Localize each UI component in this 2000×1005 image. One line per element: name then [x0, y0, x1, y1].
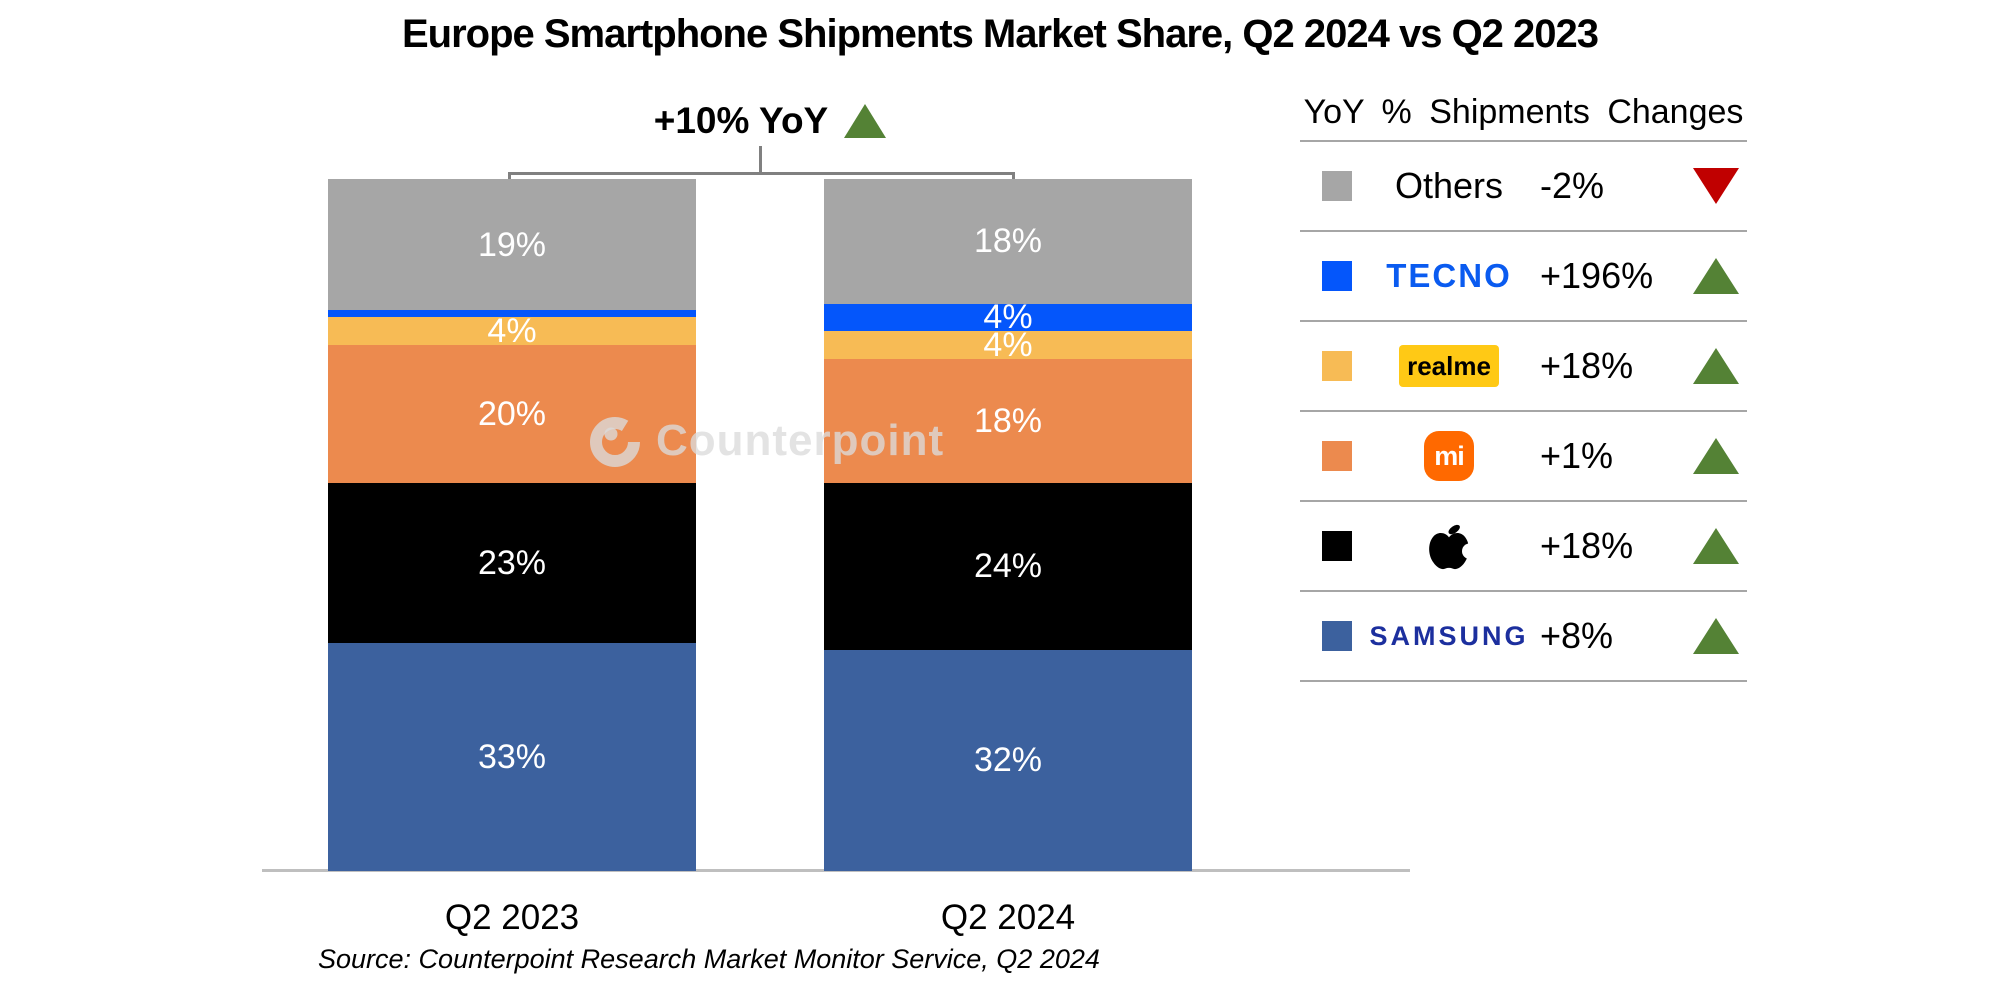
others-label: Others [1394, 165, 1504, 206]
legend-swatch-samsung [1322, 621, 1352, 651]
legend-trend-cell [1684, 348, 1747, 384]
up-triangle-icon [1692, 528, 1739, 564]
legend-swatch-realme [1322, 351, 1352, 381]
segment-value-label: 24% [973, 547, 1043, 586]
bracket-center-line [759, 146, 762, 173]
apple-logo-icon [1429, 524, 1475, 570]
segment-value-label: 20% [477, 395, 547, 434]
legend-trend-cell [1684, 438, 1747, 474]
segment-others-q2-2023: 19% [328, 179, 696, 311]
segment-value-label: 19% [477, 225, 547, 264]
bracket-left-tick [508, 172, 511, 181]
legend-swatch-tecno [1322, 261, 1352, 291]
down-triangle-icon [1692, 168, 1739, 204]
segment-value-label: 18% [973, 222, 1043, 261]
realme-wordmark: realme [1399, 345, 1499, 387]
source-note: Source: Counterpoint Research Market Mon… [318, 944, 1100, 974]
legend-trend-cell [1684, 168, 1747, 204]
legend-trend-cell [1684, 618, 1747, 654]
segment-realme-q2-2023: 4% [328, 312, 696, 351]
segment-realme-q2-2024: 4% [824, 326, 1192, 365]
tecno-wordmark: TECNO [1386, 257, 1512, 294]
segment-others-q2-2024: 18% [824, 179, 1192, 304]
bracket-right-tick [1012, 172, 1015, 181]
legend-swatch-others [1322, 171, 1352, 201]
legend-change-value: +196% [1540, 255, 1654, 296]
segment-xiaomi-q2-2023: 20% [328, 345, 696, 484]
up-triangle-icon [844, 104, 887, 138]
legend-row-apple: +18% [1300, 500, 1747, 590]
segment-value-label: 33% [477, 737, 547, 776]
legend-swatch-xiaomi [1322, 441, 1352, 471]
xiaomi-logo: mi [1374, 431, 1524, 481]
legend-row-samsung: SAMSUNG +8% [1300, 590, 1747, 682]
up-triangle-icon [1692, 618, 1739, 654]
legend-row-tecno: TECNO +196% [1300, 230, 1747, 320]
segment-apple-q2-2023: 23% [328, 483, 696, 643]
yoy-annotation: +10% YoY [470, 98, 1070, 144]
up-triangle-icon [1692, 348, 1739, 384]
segment-xiaomi-q2-2024: 18% [824, 358, 1192, 484]
legend-trend-cell [1684, 258, 1747, 294]
legend-change-value: +1% [1540, 435, 1614, 476]
segment-value-label: 4% [983, 326, 1033, 365]
legend-change-value: +18% [1540, 525, 1634, 566]
legend-row-others: Others -2% [1300, 140, 1747, 230]
legend-change-value: +18% [1540, 345, 1634, 386]
x-axis-label-q2-2023: Q2 2023 [444, 898, 580, 937]
legend-trend-cell [1684, 528, 1747, 564]
samsung-wordmark: SAMSUNG [1369, 620, 1529, 651]
legend-change-value: +8% [1540, 615, 1614, 656]
legend-row-realme: realme +18% [1300, 320, 1747, 410]
legend-row-xiaomi: mi +1% [1300, 410, 1747, 500]
tecno-logo: TECNO [1374, 257, 1524, 295]
segment-samsung-q2-2023: 33% [328, 642, 696, 871]
segment-value-label: 23% [477, 544, 547, 583]
segment-value-label: 4% [487, 312, 537, 351]
legend-header: YoY % Shipments Changes [1303, 92, 1744, 131]
realme-logo: realme [1374, 345, 1524, 387]
segment-value-label: 4% [983, 298, 1033, 337]
segment-tecno-q2-2024: 4% [824, 300, 1192, 334]
bracket-horizontal-line [508, 172, 1015, 175]
up-triangle-icon [1692, 258, 1739, 294]
legend-panel: YoY % Shipments Changes Others -2% TECNO +1… [1300, 84, 1747, 682]
x-axis-label-q2-2024: Q2 2024 [940, 898, 1076, 937]
samsung-logo: SAMSUNG [1370, 621, 1526, 652]
segment-tecno-q2-2023 [328, 310, 696, 318]
apple-logo [1374, 520, 1524, 572]
stacked-bar-q2-2023: 19% 4% 20% 23% 33% [328, 179, 696, 871]
legend-brand-label: Others [1374, 165, 1524, 207]
segment-value-label: 18% [973, 402, 1043, 441]
chart-title: Europe Smartphone Shipments Market Share… [401, 12, 1599, 56]
mi-badge-icon: mi [1424, 431, 1474, 481]
segment-apple-q2-2024: 24% [824, 483, 1192, 650]
stacked-bar-q2-2024: 18% 4% 4% 18% 24% 32% [824, 179, 1192, 871]
segment-value-label: 32% [973, 741, 1043, 780]
segment-samsung-q2-2024: 32% [824, 649, 1192, 871]
legend-change-value: -2% [1540, 165, 1605, 206]
legend-rows: Others -2% TECNO +196% realme +18% mi +1% +18% SA… [1300, 140, 1747, 682]
legend-swatch-apple [1322, 531, 1352, 561]
yoy-annotation-label: +10% YoY [653, 100, 829, 141]
up-triangle-icon [1692, 438, 1739, 474]
